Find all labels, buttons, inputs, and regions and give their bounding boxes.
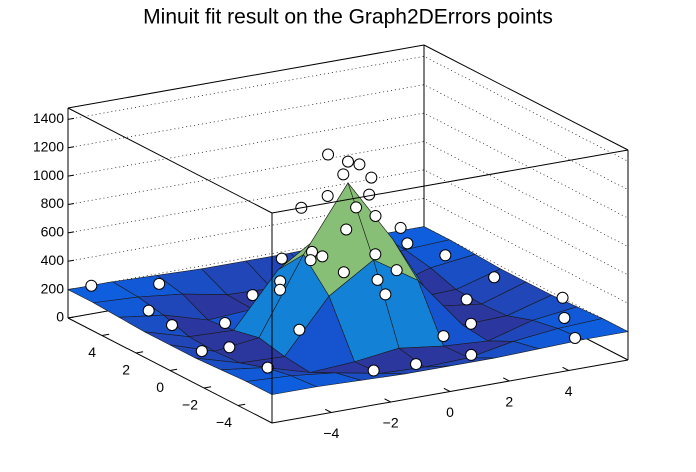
data-point — [569, 331, 581, 344]
z-tick-label: 0 — [56, 309, 64, 325]
y-tick — [101, 333, 110, 336]
data-point — [275, 252, 288, 265]
data-point — [488, 271, 501, 284]
data-point — [367, 364, 380, 377]
data-point — [337, 168, 350, 181]
y-tick-label: 4 — [88, 344, 96, 360]
data-point — [350, 201, 363, 214]
data-point — [219, 317, 231, 330]
x-tick — [562, 366, 569, 371]
grid-line — [67, 141, 629, 247]
z-tick — [67, 117, 75, 120]
grid-line — [67, 112, 629, 219]
x-tick-label: −4 — [323, 425, 339, 441]
data-point — [340, 223, 353, 236]
data-point — [460, 293, 473, 306]
x-tick — [443, 387, 451, 392]
data-point — [223, 341, 236, 354]
x-tick-label: 0 — [446, 404, 454, 420]
data-point — [394, 221, 407, 234]
surface-cell — [245, 375, 318, 395]
y-tick — [203, 386, 212, 389]
data-point — [304, 254, 317, 267]
data-point — [390, 264, 403, 277]
grid-line — [67, 169, 629, 276]
z-tick-label: 200 — [41, 280, 65, 296]
data-point — [342, 155, 354, 168]
z-tick-label: 1000 — [33, 167, 64, 183]
box-edge — [423, 44, 629, 151]
box-edge — [67, 44, 425, 109]
grid-line — [67, 226, 629, 332]
data-point — [556, 291, 569, 304]
box-edge — [67, 107, 273, 214]
data-point — [365, 171, 378, 184]
x-tick — [502, 377, 510, 382]
data-point — [153, 277, 166, 290]
data-point — [465, 317, 477, 330]
y-tick — [237, 403, 246, 406]
y-tick-label: 2 — [122, 362, 130, 378]
data-point — [363, 188, 376, 201]
x-tick-label: −2 — [383, 415, 399, 431]
x-tick — [324, 408, 332, 413]
x-tick-label: 2 — [505, 394, 513, 410]
data-point — [321, 189, 334, 202]
data-point — [465, 348, 478, 361]
z-tick-label: 1400 — [33, 110, 64, 126]
data-point — [322, 148, 335, 161]
data-point — [274, 283, 286, 296]
z-tick — [67, 174, 75, 177]
grid-line — [67, 84, 629, 191]
data-point — [437, 330, 450, 343]
z-tick-label: 600 — [41, 224, 65, 240]
z-tick — [67, 231, 75, 234]
z-tick — [67, 316, 75, 319]
z-tick — [67, 202, 75, 205]
data-point — [293, 323, 306, 336]
data-point — [371, 273, 384, 286]
y-tick — [135, 351, 144, 354]
grid-line — [67, 197, 629, 304]
data-point — [166, 319, 178, 332]
data-point — [337, 266, 350, 279]
x-tick-label: 4 — [565, 383, 573, 399]
data-point — [369, 209, 382, 222]
data-point — [439, 249, 452, 262]
data-point — [316, 250, 329, 263]
data-point — [261, 361, 274, 374]
data-point — [85, 279, 98, 292]
y-tick-label: −4 — [216, 414, 232, 430]
box-edge — [271, 149, 629, 214]
z-tick — [67, 146, 75, 149]
data-point — [369, 248, 382, 261]
z-tick — [67, 259, 75, 262]
y-tick — [169, 368, 178, 371]
grid-line — [67, 55, 629, 162]
z-tick-label: 800 — [41, 195, 65, 211]
chart-title: Minuit fit result on the Graph2DErrors p… — [143, 6, 553, 29]
data-point — [195, 345, 208, 358]
data-point — [401, 237, 414, 250]
y-tick-label: −2 — [182, 397, 198, 413]
data-point — [246, 289, 259, 302]
x-tick — [384, 398, 391, 403]
y-tick-label: 0 — [156, 379, 164, 395]
data-point — [353, 158, 366, 171]
z-tick-label: 1200 — [33, 138, 64, 154]
data-point — [142, 304, 155, 317]
z-tick-label: 400 — [41, 252, 65, 268]
data-point — [410, 358, 422, 371]
data-point — [379, 288, 392, 301]
data-point — [558, 311, 571, 324]
